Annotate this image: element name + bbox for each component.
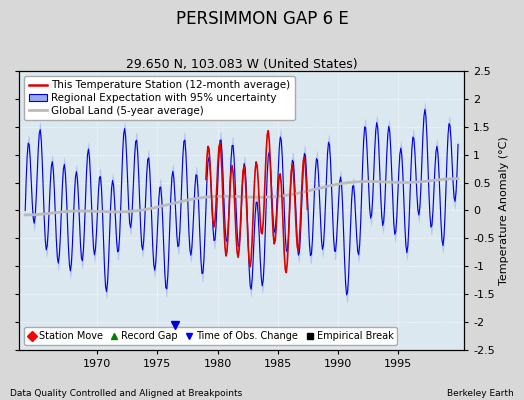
Text: PERSIMMON GAP 6 E: PERSIMMON GAP 6 E <box>176 10 348 28</box>
Y-axis label: Temperature Anomaly (°C): Temperature Anomaly (°C) <box>499 136 509 285</box>
Legend: Station Move, Record Gap, Time of Obs. Change, Empirical Break: Station Move, Record Gap, Time of Obs. C… <box>24 327 397 345</box>
Text: Berkeley Earth: Berkeley Earth <box>447 389 514 398</box>
Title: 29.650 N, 103.083 W (United States): 29.650 N, 103.083 W (United States) <box>126 58 357 71</box>
Text: Data Quality Controlled and Aligned at Breakpoints: Data Quality Controlled and Aligned at B… <box>10 389 243 398</box>
